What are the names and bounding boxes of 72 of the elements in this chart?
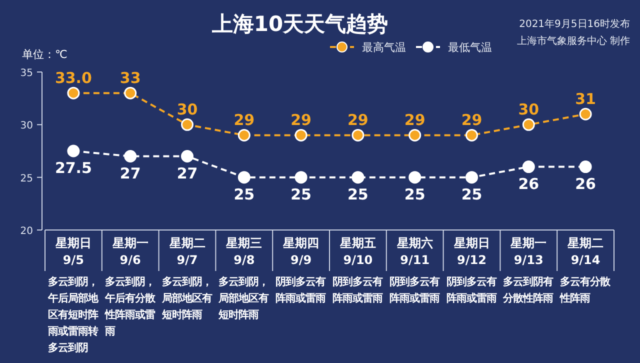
text: 阴到多云有阵雨或雷雨 bbox=[446, 276, 496, 304]
point bbox=[294, 128, 308, 142]
data-label: 30 bbox=[176, 100, 198, 119]
x-tick-label: 星期日 9/5 bbox=[54, 236, 92, 267]
x-tick-label: 星期四 9/9 bbox=[282, 236, 320, 267]
data-label: 27 bbox=[176, 164, 198, 182]
text: 阴到多云有阵雨或雷雨 bbox=[332, 276, 382, 304]
text: 多云到阴有分散性阵雨 bbox=[502, 276, 554, 304]
point bbox=[522, 118, 535, 131]
text: 2021年9月5日16时发布 bbox=[519, 18, 630, 30]
data-label: 29 bbox=[290, 111, 312, 130]
x-tick-label: 星期五 9/10 bbox=[338, 236, 376, 267]
x-tick-label: 星期三 9/8 bbox=[225, 236, 262, 267]
x-tick-label: 星期二 9/14 bbox=[566, 236, 604, 267]
point bbox=[579, 160, 592, 174]
point bbox=[466, 128, 478, 142]
point bbox=[352, 128, 364, 142]
y-tick-label: 20 bbox=[20, 226, 33, 237]
point bbox=[352, 171, 364, 184]
point bbox=[408, 128, 422, 142]
point bbox=[408, 171, 422, 184]
data-label: 25 bbox=[461, 185, 482, 204]
point bbox=[466, 171, 478, 184]
data-label: 25 bbox=[290, 185, 312, 204]
data-label: 31 bbox=[575, 90, 596, 108]
data-label: 25 bbox=[404, 185, 426, 204]
data-label: 25 bbox=[234, 185, 255, 204]
y-tick-label: 35 bbox=[20, 68, 33, 79]
text: 多云有分散性阵雨 bbox=[559, 276, 612, 304]
x-tick-label: 星期六 9/11 bbox=[396, 236, 433, 267]
point bbox=[181, 118, 194, 131]
x-tick-label: 星期一 9/13 bbox=[510, 236, 547, 267]
legend-label: 最高气温 bbox=[362, 41, 406, 54]
point bbox=[238, 171, 250, 184]
data-label: 27.5 bbox=[54, 159, 92, 177]
legend-最高气温: 最高气温 bbox=[330, 41, 406, 54]
legend-label: 最低气温 bbox=[448, 41, 492, 54]
x-tick-label: 星期日 9/12 bbox=[452, 236, 490, 267]
data-label: 25 bbox=[348, 185, 368, 204]
point bbox=[67, 86, 80, 100]
data-label: 26 bbox=[575, 174, 596, 193]
data-label: 27 bbox=[120, 164, 141, 182]
text: 多云到阴，午后局部地区有短时阵雨或雷雨转多云到阴 bbox=[47, 276, 99, 354]
data-label: 33 bbox=[120, 69, 141, 88]
data-label: 29 bbox=[234, 111, 255, 130]
legend-最低气温: 最低气温 bbox=[416, 41, 492, 54]
text: 阴到多云有阵雨或雷雨 bbox=[276, 276, 326, 304]
y-tick-label: 25 bbox=[20, 173, 33, 184]
data-label: 30 bbox=[518, 100, 540, 119]
point bbox=[238, 128, 250, 142]
text: 多云到阴，局部地区有短时阵雨 bbox=[160, 276, 212, 321]
point bbox=[579, 108, 592, 120]
data-label: 29 bbox=[461, 111, 482, 130]
point bbox=[522, 160, 535, 174]
point bbox=[67, 144, 80, 158]
point bbox=[294, 171, 308, 184]
text: 上海市气象服务中心 制作 bbox=[516, 35, 630, 47]
text: 多云到阴，局部地区有短时阵雨 bbox=[218, 276, 269, 321]
data-label: 26 bbox=[518, 174, 540, 193]
x-tick-label: 星期一 9/6 bbox=[111, 236, 148, 267]
y-tick-label: 30 bbox=[20, 120, 33, 132]
data-label: 29 bbox=[404, 111, 426, 130]
text: 多云到阴，午后有分散性阵雨或雷雨 bbox=[104, 276, 156, 338]
point bbox=[124, 86, 137, 100]
point bbox=[181, 150, 194, 163]
data-label: 29 bbox=[348, 111, 368, 130]
data-label: 33.0 bbox=[54, 69, 92, 88]
text: 阴到多云有阵雨或雷雨 bbox=[389, 276, 440, 304]
point bbox=[124, 150, 137, 163]
chart-title: 上海10天天气趋势 bbox=[210, 12, 388, 36]
y-axis-title: 单位：℃ bbox=[22, 48, 68, 61]
x-tick-label: 星期二 9/7 bbox=[168, 236, 206, 267]
